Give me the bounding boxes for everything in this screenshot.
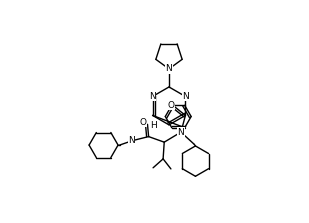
Text: H: H <box>150 121 156 130</box>
Text: O: O <box>167 101 174 110</box>
Text: N: N <box>166 64 172 73</box>
Text: N: N <box>149 92 156 101</box>
Text: N: N <box>182 92 189 101</box>
Text: N: N <box>178 128 184 137</box>
Text: O: O <box>140 118 147 127</box>
Text: N: N <box>128 136 135 145</box>
